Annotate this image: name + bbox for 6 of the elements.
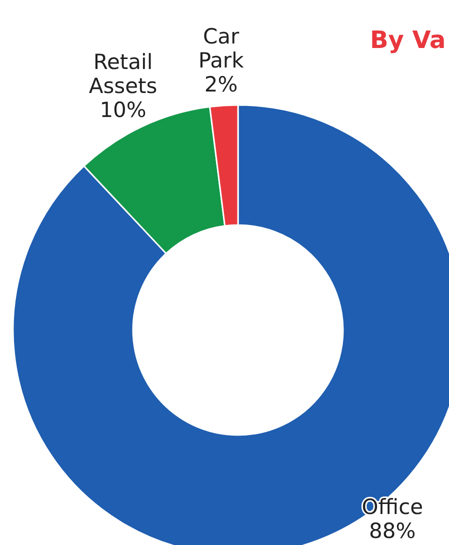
data-label: 2% [204,72,238,97]
slice-label: Car Park [198,24,245,73]
data-label: 10% [100,98,146,122]
data-label: 88% [369,518,416,543]
chart-title: By Va [370,26,446,54]
slice-label: Retail Assets [88,50,158,98]
